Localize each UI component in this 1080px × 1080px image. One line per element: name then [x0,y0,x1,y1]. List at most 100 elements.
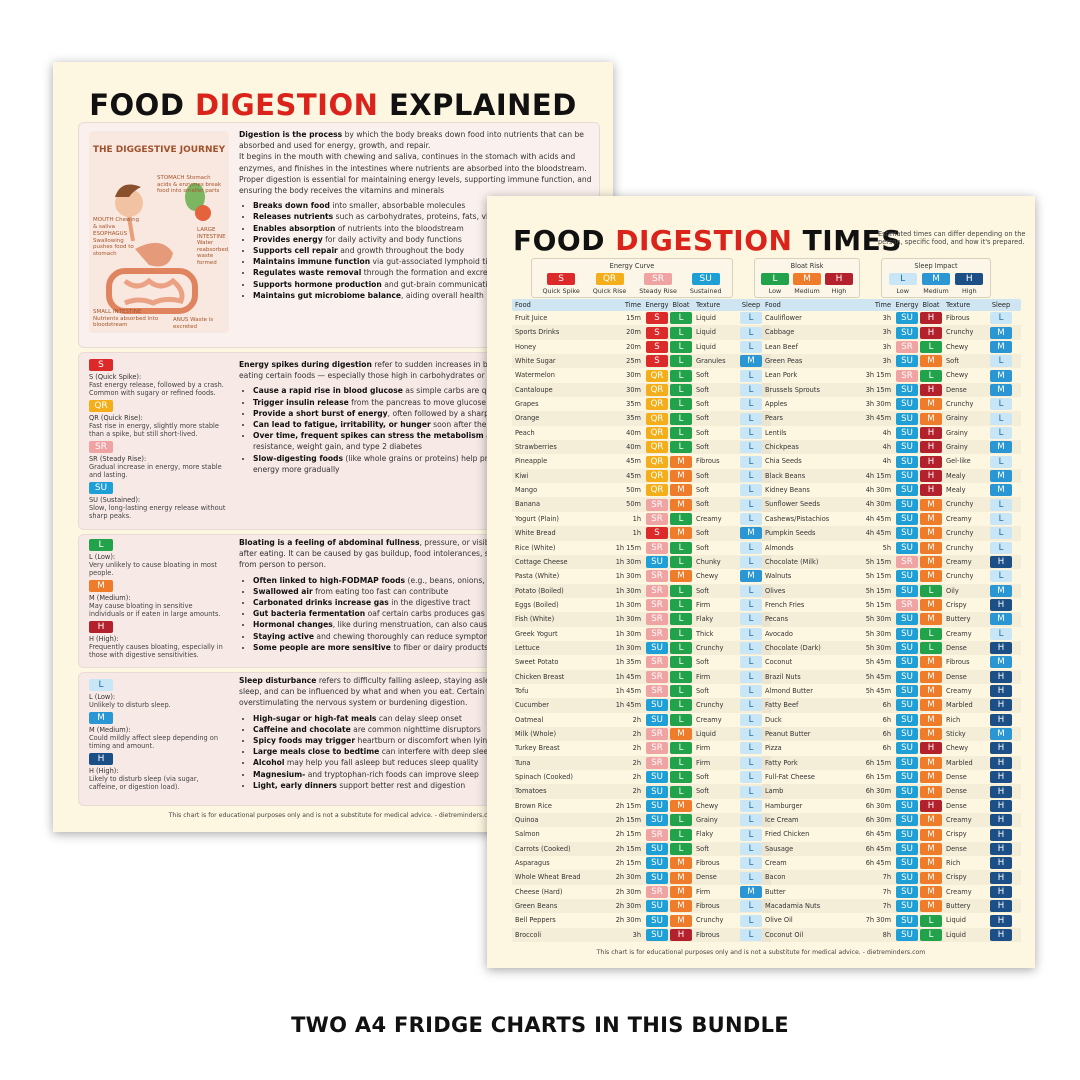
digestion-time: 3h [882,342,891,351]
energy-chip: SU [896,828,918,841]
sleep-chip: L [990,355,1012,368]
food-name: Olive Oil [765,916,793,925]
bullet-bold: Provide a short burst of energy [253,408,388,418]
sleep-cell: H [988,713,1014,727]
energy-chip: SR [646,599,668,612]
sleep-cell: M [988,483,1014,497]
sleep-legend-chip: H [89,753,113,765]
legend-label: Quick Spike [542,287,580,295]
texture: Chewy [946,744,969,753]
digestion-time: 4h 30m [865,500,891,509]
sleep-chip: L [990,527,1012,540]
digestion-time: 2h 15m [615,830,641,839]
bloat-chip: M [920,613,942,626]
energy-cell: QR [645,397,669,411]
table-row: Kidney Beans 4h 30m SU H Mealy M [762,483,1021,497]
sleep-chip: H [990,742,1012,755]
sleep-chip: L [740,928,762,941]
digestion-time: 6h [882,744,891,753]
sleep-cell: H [988,870,1014,884]
energy-chip: SR [646,685,668,698]
bloat-chip: M [920,785,942,798]
texture: Soft [696,486,710,495]
energy-chip: QR [646,383,668,396]
texture: Flaky [696,615,714,624]
food-name: Chocolate (Dark) [765,643,821,652]
bullet-text: and growth throughout the body [337,246,465,256]
digestion-time: 40m [626,443,641,452]
table-row: Cheese (Hard) 2h 30m SR M Firm M [512,885,771,899]
bullet-text: of nutrients into the bloodstream [335,223,464,233]
bloat-cell: L [669,555,693,569]
large-intestine-caption: LARGE INTESTINE Water reabsorbed, waste … [197,227,229,266]
energy-chip: SU [896,412,918,425]
bloat-chip: M [920,656,942,669]
table-row: Macadamia Nuts 7h SU M Buttery H [762,899,1021,913]
sleep-chip: L [990,398,1012,411]
bloat-cell: L [669,397,693,411]
digestion-time: 5h 15m [865,600,891,609]
bloat-bullet: Swallowed air from eating too fast can c… [253,586,599,597]
table-row: Fatty Beef 6h SU M Marbled H [762,698,1021,712]
bloat-chip: M [670,455,692,468]
texture: Dense [946,672,967,681]
bullet-text: and gut-brain communication [381,279,497,289]
bloat-chip: L [670,599,692,612]
texture: Soft [946,357,960,366]
bullet-text: to fiber or dairy products [390,642,489,652]
sleep-bullet: Magnesium- and tryptophan-rich foods can… [253,769,599,780]
table-row: Pasta (White) 1h 30m SR M Chewy M [512,569,771,583]
sleep-cell: H [988,756,1014,770]
bloat-bullet: Carbonated drinks increase gas in the di… [253,597,599,608]
bloat-cell: H [919,325,943,339]
texture: Marbled [946,758,973,767]
energy-chip: SU [896,699,918,712]
table-row: Green Beans 2h 30m SU M Fibrous L [512,899,771,913]
texture: Buttery [946,615,971,624]
energy-cell: SU [895,440,919,454]
energy-chip: S [646,326,668,339]
bloat-chip: M [920,814,942,827]
bloat-cell: L [919,913,943,927]
table-row: Mango 50m QR M Soft L [512,483,771,497]
food-name: Sunflower Seeds [765,500,820,509]
legend-label: Low [896,287,909,295]
bloat-chip: L [670,842,692,855]
sleep-cell: L [738,440,764,454]
energy-chip: SU [896,914,918,927]
sleep-bullet: Large meals close to bedtime can interfe… [253,746,599,757]
texture: Firm [696,887,711,896]
energy-chip: SU [896,900,918,913]
sleep-chip: L [740,369,762,382]
texture: Liquid [696,342,716,351]
energy-cell: SU [895,670,919,684]
bloat-chip: M [920,885,942,898]
sleep-chip: L [740,713,762,726]
bullet-text: (e.g., beans, onions, wheat) [405,575,514,585]
intro-bullet: Regulates waste removal through the form… [253,267,599,278]
table-row: Peach 40m QR L Soft L [512,426,771,440]
bloat-chip: M [920,771,942,784]
sleep-cell: L [738,598,764,612]
food-name: Chicken Breast [515,672,565,681]
sleep-cell: H [988,684,1014,698]
energy-chip: SU [646,928,668,941]
table-row: Sunflower Seeds 4h 30m SU M Crunchy L [762,497,1021,511]
sleep-cell: H [988,899,1014,913]
bloat-chip: H [920,799,942,812]
energy-chip: SU [896,814,918,827]
bullet-text: via gut-associated lymphoid tissue [370,257,505,267]
texture: Dense [946,787,967,796]
sleep-chip: M [990,484,1012,497]
bloat-cell: L [669,741,693,755]
bloat-legend-label: H (High): [89,635,119,643]
energy-cell: QR [645,469,669,483]
sleep-legend: L L (Low): Unlikely to disturb sleep. M M (M… [89,679,229,794]
digestion-time: 6h 15m [865,773,891,781]
bloat-cell: M [919,899,943,913]
energy-chip: SR [896,556,918,569]
energy-cell: S [645,340,669,354]
digestion-time: 2h 15m [615,816,641,825]
food-name: Kidney Beans [765,486,810,495]
texture: Creamy [946,686,972,695]
